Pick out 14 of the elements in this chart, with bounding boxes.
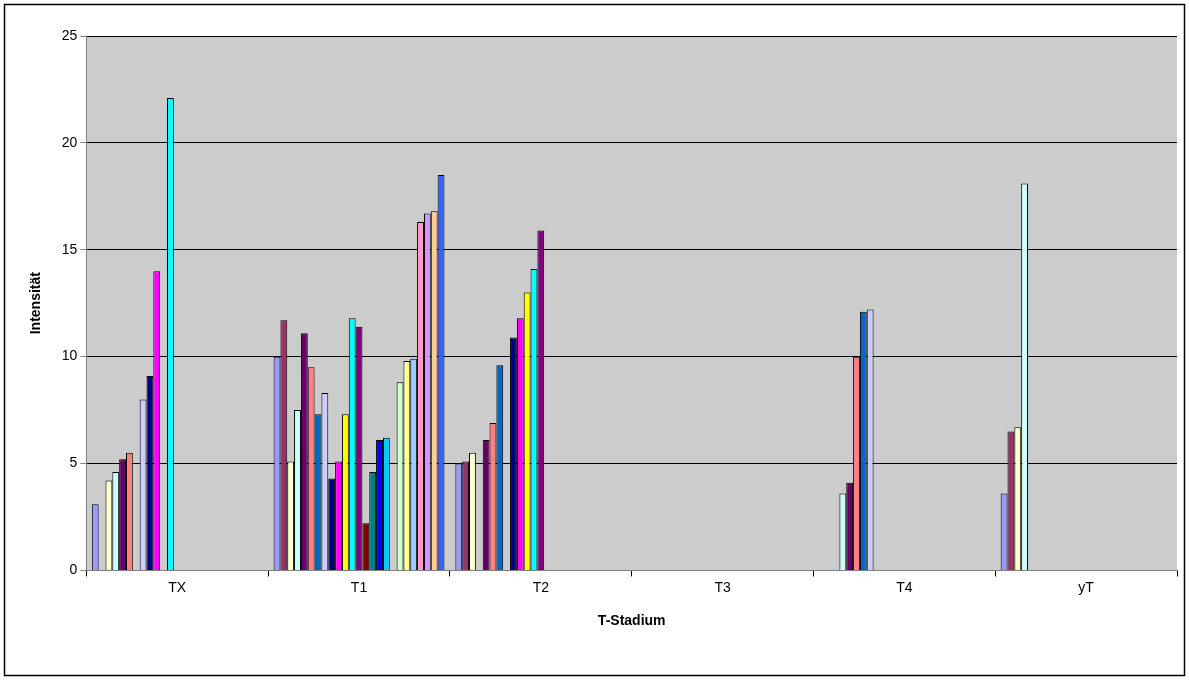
x-tick-label: T2 [532, 578, 550, 595]
y-tick-label: 15 [61, 240, 78, 257]
y-tick-label: 10 [61, 347, 78, 364]
y-tick-label: 0 [69, 561, 78, 578]
y-tick-label: 25 [61, 26, 78, 43]
x-tick-label: T4 [896, 578, 913, 595]
x-tick-label: T3 [714, 578, 731, 595]
x-tick-label: TX [168, 578, 187, 595]
x-tick-label: T1 [350, 578, 368, 595]
y-tick-label: 20 [61, 133, 78, 150]
y-axis-title: Intensität [27, 271, 44, 335]
x-tick-label: yT [1078, 578, 1095, 595]
x-axis-title: T-Stadium [597, 612, 666, 629]
y-tick-label: 5 [69, 454, 78, 471]
